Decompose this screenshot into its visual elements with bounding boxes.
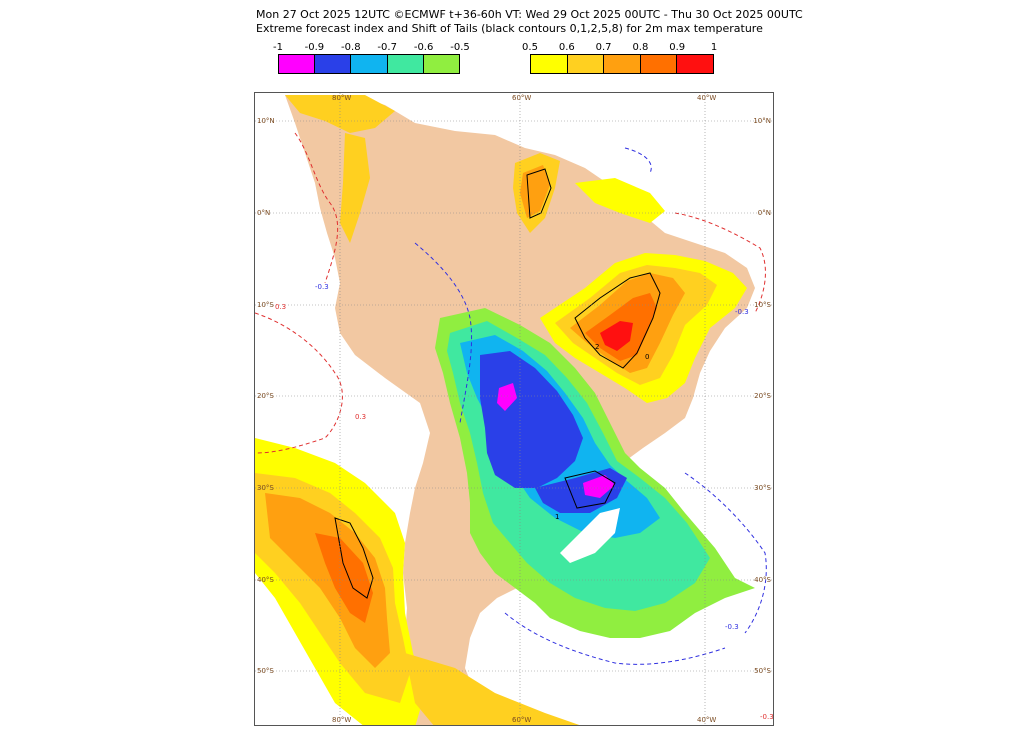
lat-label: 40°S <box>754 576 771 584</box>
contour-value-label: 2 <box>595 343 600 351</box>
contour-value-label: -0.3 <box>315 283 329 291</box>
lat-label: 0°N <box>757 209 771 217</box>
lat-label: 0°N <box>257 209 271 217</box>
contour-value-label: 0.3 <box>275 303 287 311</box>
lat-label: 10°N <box>257 117 275 125</box>
lat-label: 40°S <box>257 576 274 584</box>
contour-positive-north <box>294 132 339 284</box>
legend-positive-swatch-1 <box>567 55 605 73</box>
atlantic-gap <box>560 508 620 563</box>
contour-negative-ne <box>624 147 652 174</box>
header-title: Mon 27 Oct 2025 12UTC ©ECMWF t+36-60h VT… <box>256 8 803 21</box>
legend-positive-tick-3: 0.8 <box>632 42 649 53</box>
lon-label: 80°W <box>332 94 352 102</box>
warm-area-guyana <box>575 178 665 223</box>
contour-negative-south <box>504 612 726 665</box>
graticule <box>255 93 773 725</box>
legend-negative-tick-5: -0.5 <box>450 42 470 53</box>
legend-positive-tick-1: 0.6 <box>558 42 575 53</box>
legend-negative-tick-4: -0.6 <box>413 42 434 53</box>
map-panel: 10°N 10°N 0°N 0°N 10°S 10°S 20°S 20°S 30°S 30°S 40… <box>254 92 774 726</box>
legend-positive-swatch-2 <box>604 55 641 73</box>
cold-area-magenta-1 <box>497 383 517 411</box>
black-contour-pacific <box>334 517 374 599</box>
contour-value-label: -0.3 <box>725 623 739 631</box>
legend-negative-tick-2: -0.8 <box>341 42 361 53</box>
warm-area-andes <box>340 133 370 243</box>
shift-of-tails-contours <box>334 168 661 599</box>
lat-label: 10°S <box>257 301 274 309</box>
lat-label: 20°S <box>754 392 771 400</box>
legend-negative-tick-3: -0.7 <box>377 42 397 53</box>
contour-positive-east <box>674 212 766 314</box>
legend-negative-swatch-2 <box>351 55 388 73</box>
negative-efi-areas <box>435 308 755 638</box>
cold-area-magenta-2 <box>583 475 615 498</box>
contour-value-label: -0.3 <box>735 308 749 316</box>
warm-area-patagonia <box>405 653 580 725</box>
legend-positive-swatch-0 <box>531 55 568 73</box>
legend-negative-swatch-1 <box>315 55 352 73</box>
legend-positive-swatch-4 <box>677 55 713 73</box>
contour-value-label: 0.3 <box>355 413 367 421</box>
lat-label: 10°S <box>754 301 771 309</box>
warm-area-ne-brazil-max <box>600 321 633 351</box>
probability-contours <box>255 132 767 665</box>
map-canvas <box>255 93 773 725</box>
black-contour-nebrazil <box>574 272 661 369</box>
header-subtitle: Extreme forecast index and Shift of Tail… <box>256 22 763 35</box>
legend-negative-tick-0: -1 <box>273 42 283 53</box>
black-contour-cold <box>564 470 616 509</box>
legend-negative-swatch-0 <box>279 55 316 73</box>
lon-label: 80°W <box>332 716 352 724</box>
contour-negative-central <box>414 242 473 424</box>
legend-negative-colorbar <box>278 54 460 74</box>
legend-negative-tick-1: -0.9 <box>304 42 325 53</box>
lat-label: 50°S <box>257 667 274 675</box>
positive-efi-areas <box>255 95 747 725</box>
warm-area-pacific-inner <box>265 493 390 668</box>
warm-area-pacific-core <box>315 533 373 623</box>
lat-label: 10°N <box>753 117 771 125</box>
lon-label: 60°W <box>512 94 532 102</box>
lat-label: 30°S <box>754 484 771 492</box>
legend-positive-colorbar <box>530 54 714 74</box>
legend-positive-tick-2: 0.7 <box>595 42 612 53</box>
legend-positive-swatch-3 <box>640 55 678 73</box>
legend-positive-tick-5: 1 <box>710 42 718 53</box>
legend-positive-tick-0: 0.5 <box>522 42 538 53</box>
cold-area-blue <box>480 351 583 488</box>
legend-positive-tick-4: 0.9 <box>669 42 686 53</box>
lat-label: 30°S <box>257 484 274 492</box>
lat-label: 20°S <box>257 392 274 400</box>
contour-negative-atlantic <box>684 472 767 634</box>
contour-value-label: 1 <box>555 513 560 521</box>
lat-label: 50°S <box>754 667 771 675</box>
lon-label: 60°W <box>512 716 532 724</box>
legend-negative-swatch-3 <box>387 55 424 73</box>
lon-label: 40°W <box>697 94 717 102</box>
contour-value-label: -0.3 <box>760 713 774 721</box>
black-contour-north <box>526 168 552 219</box>
contour-value-label: 0 <box>645 353 650 361</box>
legend-negative-swatch-4 <box>423 55 460 73</box>
contour-positive-pacific <box>255 312 343 454</box>
lon-label: 40°W <box>697 716 717 724</box>
